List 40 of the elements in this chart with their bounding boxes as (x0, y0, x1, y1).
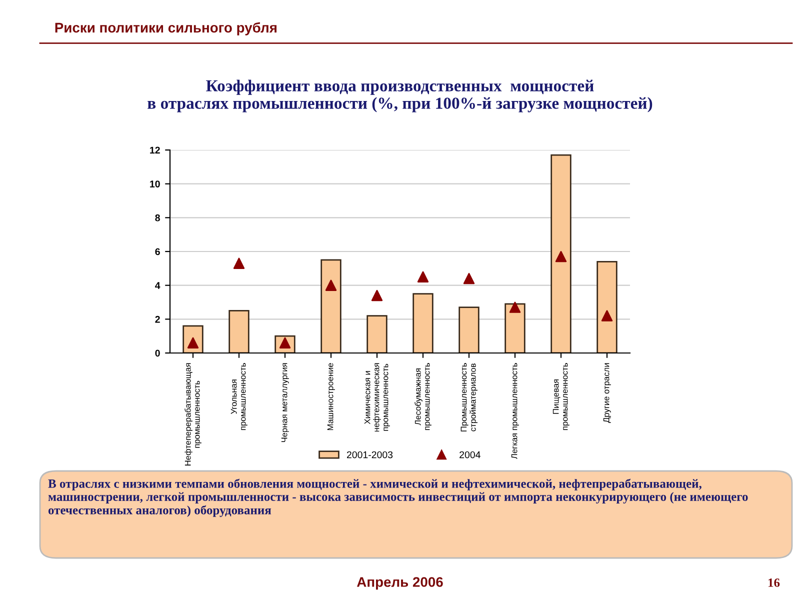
bar (412, 293, 434, 353)
point (509, 302, 521, 313)
y-tick-label: 0 (155, 350, 160, 357)
x-tick-label: Легкая промышленность (511, 363, 519, 459)
x-tick-label: Нефтеперерабатывающая промышленность (184, 363, 202, 466)
bar (550, 154, 572, 353)
point (601, 310, 613, 322)
bar (458, 306, 480, 353)
bar (366, 315, 388, 353)
point (371, 290, 383, 302)
legend-label: 2001-2003 (346, 451, 393, 458)
text: Риски политики сильного рубля (55, 22, 276, 36)
point (463, 272, 475, 284)
y-tick-label: 10 (150, 180, 160, 188)
x-tick-label: Угольная промышленность (230, 363, 248, 430)
x-tick-label: Лесобумажная промышленность (414, 363, 432, 430)
y-tick-label: 2 (155, 316, 160, 323)
y-tick-label: 12 (150, 146, 160, 154)
y-tick-label: 8 (155, 214, 160, 222)
x-tick-label: Химическая и нефтехимическая промышленность (364, 363, 390, 432)
legend-label: 2004 (460, 451, 480, 458)
text: В отраслях с низкими темпами обновления мощностей - химической и нефтехимической, нефтепрерабатывающей, машинострении, легкой промышленности - высока зависимость инвестиций от импорта неконкурирующего (не имеющего отечественных аналогов) оборудования (48, 478, 748, 517)
x-tick-label: Машиностроение (327, 363, 335, 430)
y-tick-label: 4 (155, 282, 160, 289)
point (417, 271, 429, 282)
x-tick-label: Промышленность стройматериалов (460, 363, 478, 432)
bar (596, 260, 618, 353)
y-tick-label: 6 (155, 248, 160, 256)
point (325, 280, 337, 291)
point (233, 258, 245, 269)
bar (228, 310, 250, 353)
bar (320, 259, 342, 353)
bar (504, 303, 526, 353)
x-tick-label: Пищевая промышленность (552, 363, 570, 430)
text: 16 (768, 578, 780, 587)
x-tick-label: Другие отрасли (603, 363, 611, 423)
point (555, 250, 567, 262)
x-tick-label: Черная металлургия (281, 363, 289, 442)
text: Апрель 2006 (356, 577, 443, 590)
chart-title: Коэффициент ввода производственных мощностей в отраслях промышленности (%, при 100%-й загрузке мощностей) (148, 80, 652, 112)
